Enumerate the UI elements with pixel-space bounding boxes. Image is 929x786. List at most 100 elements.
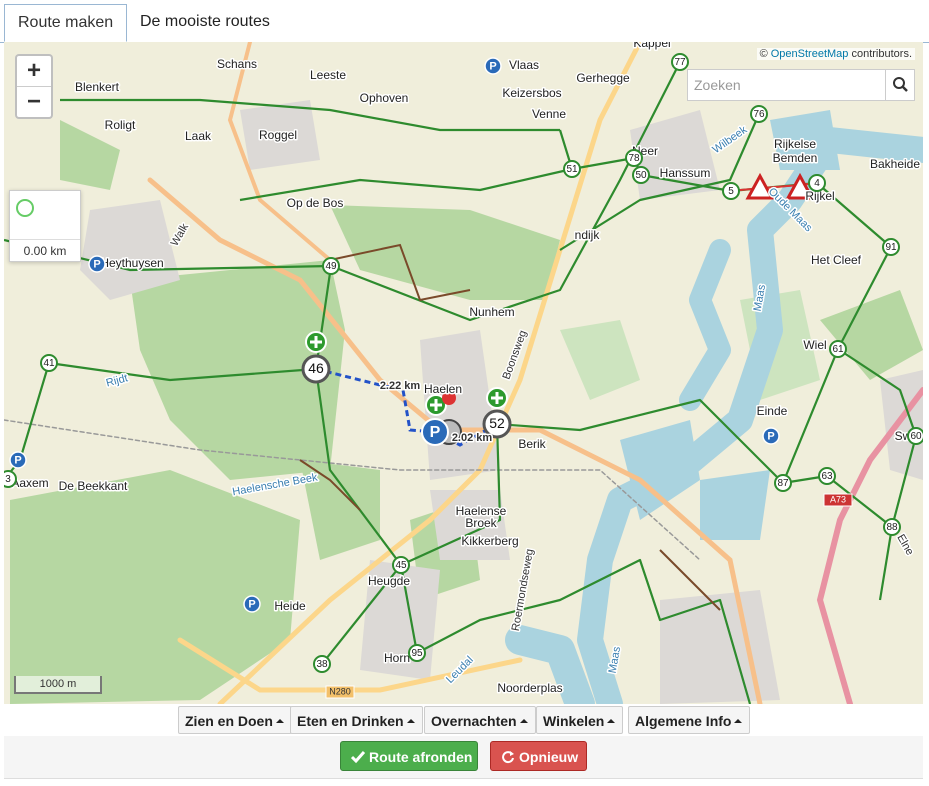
node-label: 63 [821, 471, 833, 482]
node-label: 51 [566, 164, 578, 175]
node-label: 49 [325, 261, 337, 272]
place-label: Kikkerberg [461, 534, 518, 548]
network-node [632, 166, 650, 184]
place-label: Noorderplas [497, 681, 562, 695]
place-label: Laak [185, 129, 212, 143]
distance-panel: 0.00 km [9, 190, 81, 262]
poi-menu: Zien en Doen Eten en Drinken Overnachten… [4, 704, 923, 737]
node-label: 77 [674, 57, 686, 68]
route-node [482, 409, 512, 439]
place-label: Hanssum [660, 166, 711, 180]
parking-icon [484, 57, 502, 75]
place-label: Roligt [105, 118, 136, 132]
place-label: Ophoven [360, 91, 409, 105]
network-node [818, 467, 836, 485]
node-label: 4 [814, 178, 820, 189]
scale-bar: 1000 m [14, 676, 102, 694]
node-label: 38 [316, 659, 328, 670]
place-label: ndijk [575, 228, 601, 242]
place-label: Aaxem [11, 476, 48, 490]
place-label: Schans [217, 57, 257, 71]
distance-icon [16, 199, 34, 217]
network-node [671, 53, 689, 71]
place-label: Vlaas [509, 58, 539, 72]
search-box[interactable]: Zoeken [687, 69, 915, 101]
parking-icon [762, 427, 780, 445]
place-label: Nunhem [469, 305, 514, 319]
parking-icon [421, 418, 449, 446]
network-node [392, 556, 410, 574]
network-node [4, 470, 17, 488]
place-label: Roggel [259, 128, 297, 142]
finish-label: Route afronden [369, 749, 473, 765]
network-node [625, 149, 643, 167]
place-label: Rijkelse [774, 137, 816, 151]
attribution: © OpenStreetMap contributors. [756, 48, 915, 60]
route-node [301, 354, 331, 384]
network-node [829, 340, 847, 358]
search-button[interactable] [885, 70, 914, 100]
place-label: De Beekkant [59, 479, 128, 493]
network-node [808, 174, 826, 192]
finish-button[interactable]: Route afronden [340, 741, 478, 771]
place-label: Het Cleef [811, 253, 862, 267]
parking-label: P [430, 424, 441, 441]
reset-button[interactable]: Opnieuw [490, 741, 587, 771]
road-label: N280 [329, 686, 351, 696]
place-label: Heide [274, 599, 306, 613]
check-icon [351, 751, 365, 764]
node-label: 61 [832, 344, 844, 355]
parking-label: P [767, 430, 774, 442]
place-label: Horn [384, 651, 410, 665]
place-label: Bakheide [870, 157, 920, 171]
node-label: 78 [628, 153, 640, 164]
network-node [750, 105, 768, 123]
zoom-out[interactable]: − [26, 88, 41, 115]
road-label: A73 [830, 494, 846, 504]
node-label: 3 [5, 474, 11, 485]
node-label: 45 [395, 560, 407, 571]
network-node [883, 518, 901, 536]
route-node-label: 52 [489, 415, 505, 431]
node-label: 5 [728, 186, 734, 197]
road-shield [823, 493, 853, 507]
tab[interactable]: Route maken [4, 4, 128, 42]
place-label: Blenkert [75, 80, 120, 94]
search-placeholder: Zoeken [694, 77, 741, 93]
place-label: Gerhegge [576, 71, 630, 85]
poi-button[interactable]: Zien en Doen [178, 706, 292, 734]
poi-button[interactable]: Winkelen [536, 706, 624, 734]
poi-button[interactable]: Algemene Info [628, 706, 751, 734]
zoom-in[interactable]: + [17, 56, 51, 87]
parking-label: P [248, 598, 255, 610]
node-label: 41 [43, 358, 55, 369]
tab[interactable]: De mooiste routes [140, 13, 270, 30]
action-bar: Route afronden Opnieuw [4, 736, 923, 779]
attribution-link[interactable]: OpenStreetMap [770, 48, 849, 60]
parking-icon [243, 595, 261, 613]
node-label: 76 [753, 109, 765, 120]
node-label: 88 [886, 522, 898, 533]
map-canvas[interactable]: Schans Blenkert Roligt Laak Roggel Leeste Opho… [4, 42, 923, 704]
map[interactable]: Schans Blenkert Roligt Laak Roggel Leeste Opho… [4, 42, 923, 704]
network-node [882, 238, 900, 256]
poi-button[interactable]: Overnachten [424, 706, 536, 734]
attribution-suffix: contributors. [851, 48, 912, 60]
place-label: Heugde [368, 574, 410, 588]
place-label: Rijkel [805, 189, 834, 203]
node-label: 50 [635, 170, 647, 181]
distance-value: 0.00 km [10, 239, 80, 258]
place-label: Op de Bos [287, 196, 344, 210]
zoom-control: + − [15, 54, 53, 119]
route-node-label: 46 [308, 360, 324, 376]
parking-label: P [489, 60, 496, 72]
place-label: Leeste [310, 68, 346, 82]
reset-label: Opnieuw [519, 749, 579, 765]
poi-button[interactable]: Eten en Drinken [290, 706, 423, 734]
road-shield [325, 685, 355, 699]
network-node [722, 182, 740, 200]
place-label: Keizersbos [502, 86, 561, 100]
place-label: Venne [532, 107, 566, 121]
place-label: Kappel [633, 42, 670, 50]
